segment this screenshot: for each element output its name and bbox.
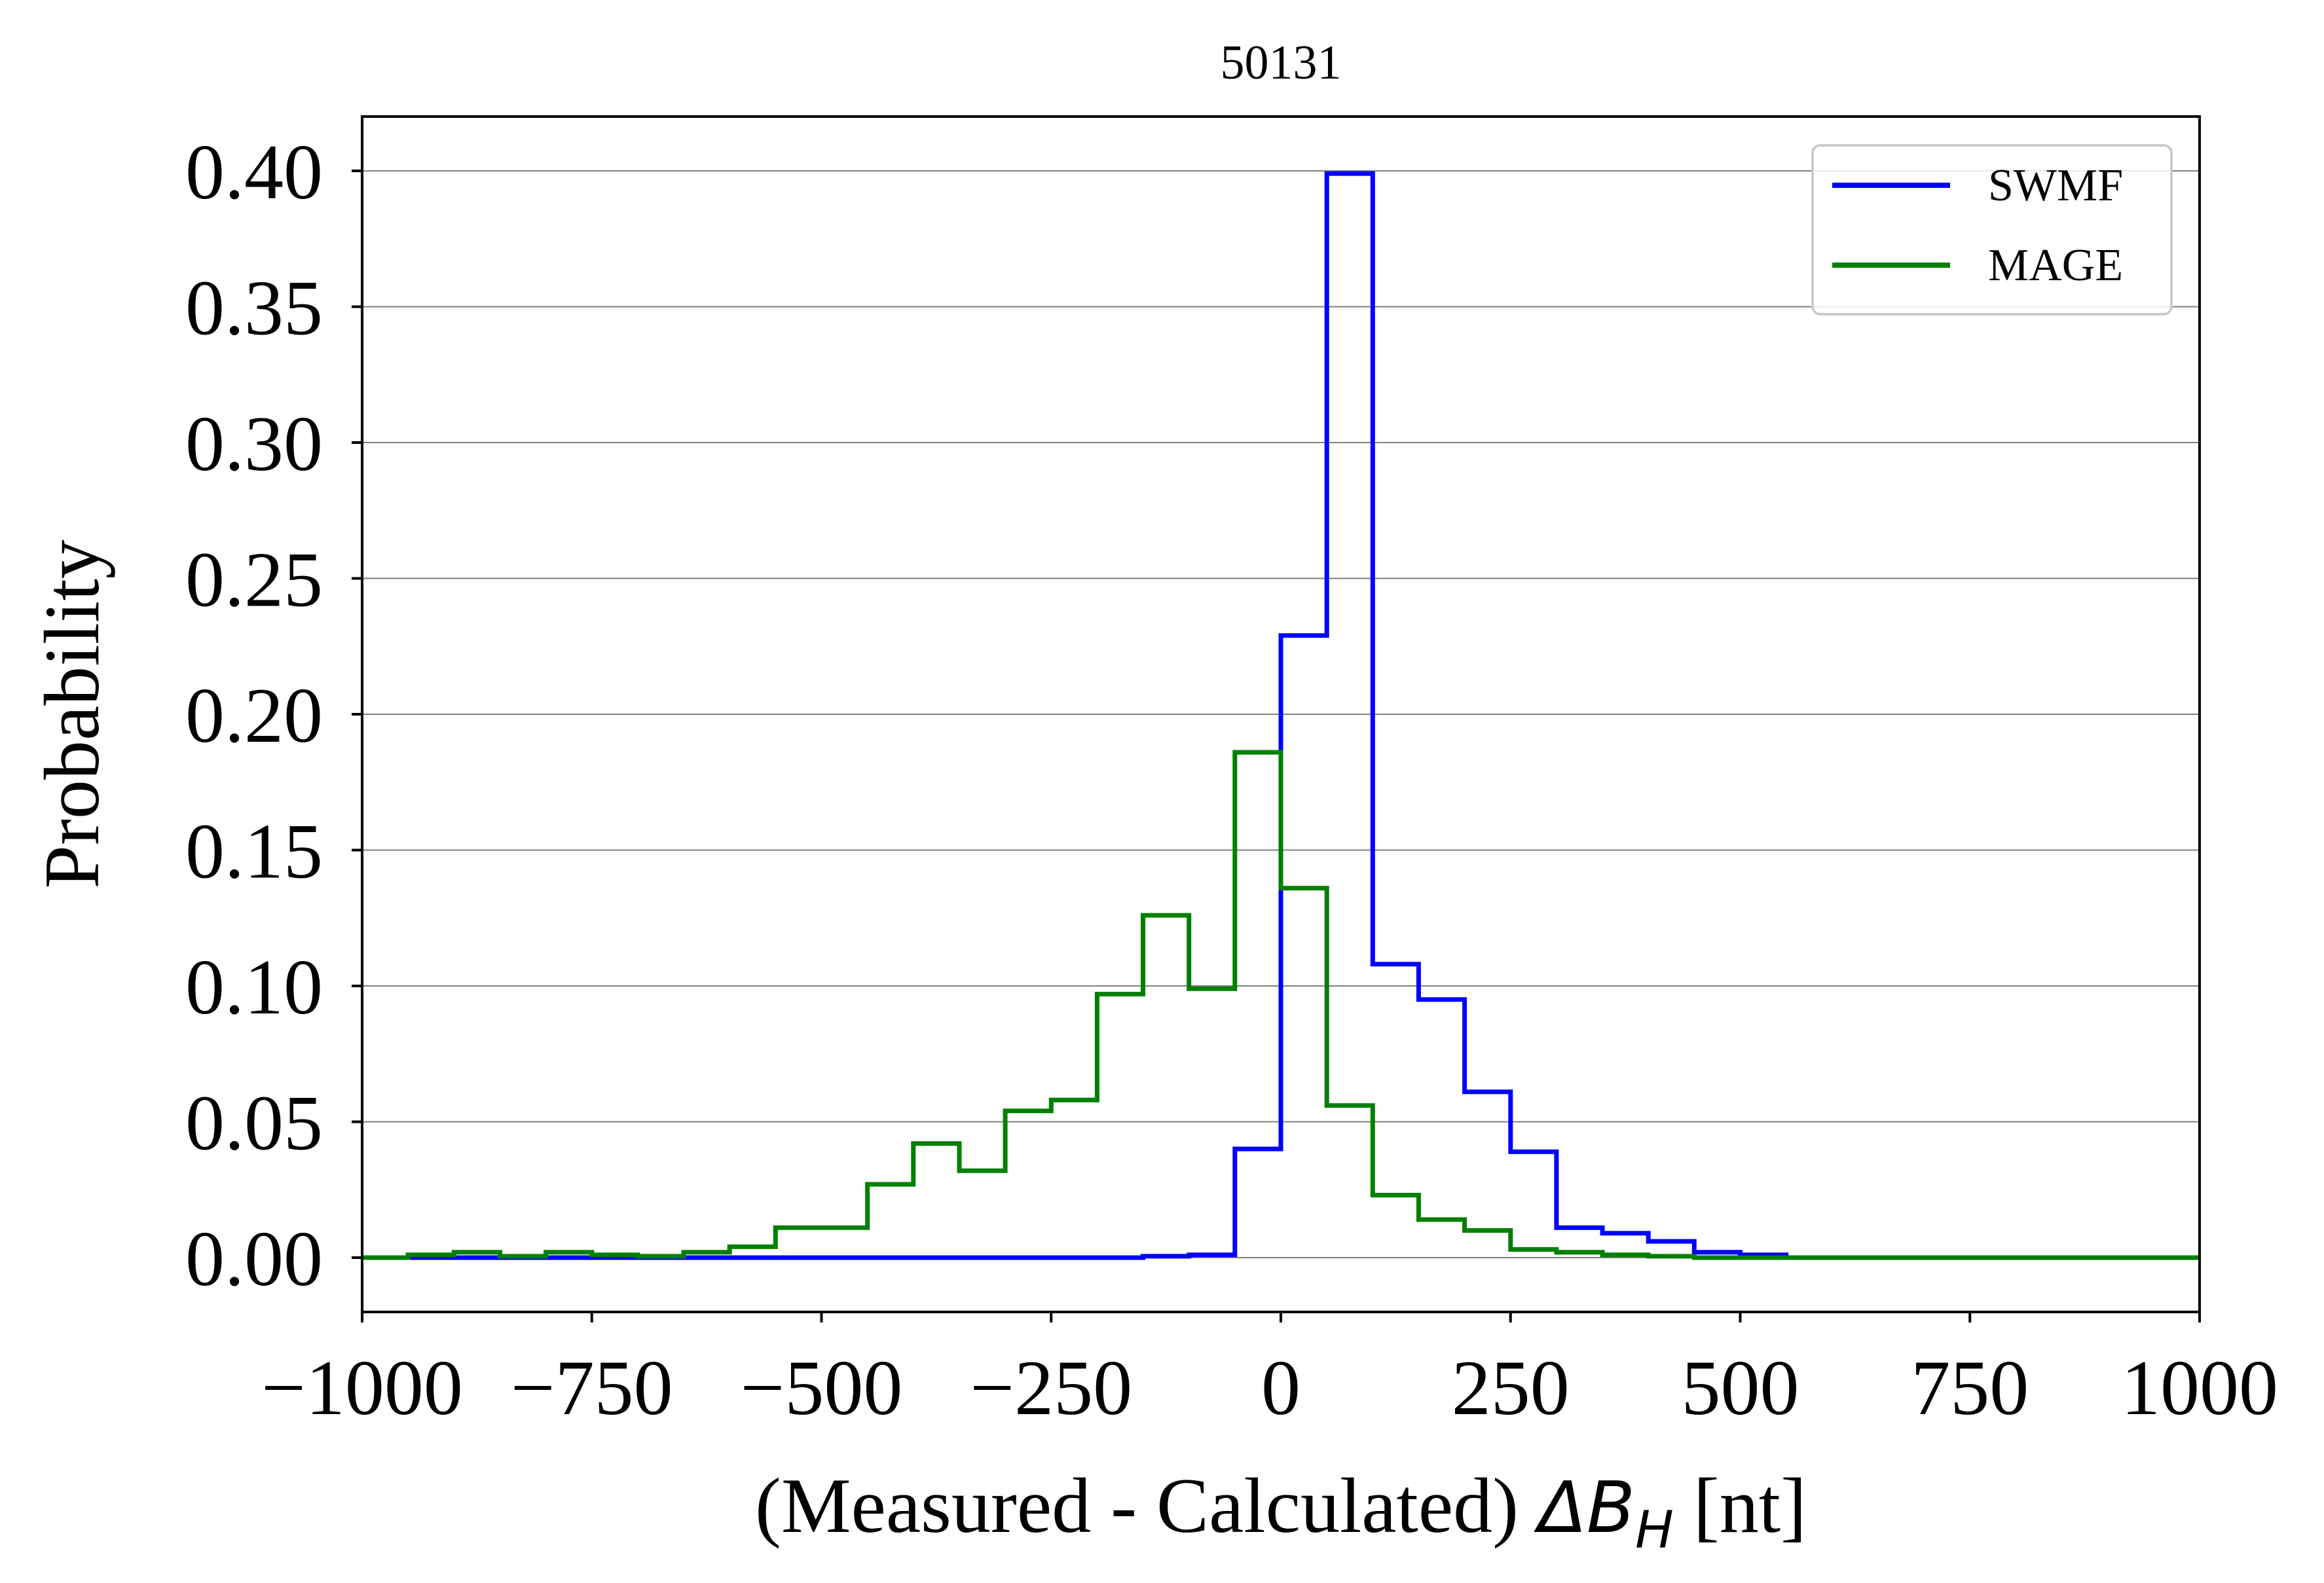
x-axis-label-subscript: H — [1635, 1501, 1674, 1560]
x-tick-label: 1000 — [2121, 1344, 2278, 1431]
x-tick-label: 0 — [1261, 1344, 1300, 1431]
legend-swmf-label: SWMF — [1988, 160, 2123, 211]
series-mage-line — [362, 750, 2200, 1260]
x-tick-label: −750 — [511, 1344, 673, 1431]
y-tick-label: 0.05 — [185, 1080, 323, 1167]
x-axis-label-suffix: [nt] — [1674, 1462, 1807, 1549]
legend-mage-label: MAGE — [1988, 240, 2123, 291]
x-tick-label: −500 — [741, 1344, 903, 1431]
x-axis-label-prefix: (Measured - Calculated) — [755, 1462, 1538, 1549]
x-tick-label: 250 — [1452, 1344, 1570, 1431]
x-axis-label: (Measured - Calculated) ΔBH [nt] — [755, 1462, 1807, 1560]
x-tick-label: −1000 — [261, 1344, 463, 1431]
y-tick-label: 0.35 — [185, 264, 323, 352]
y-tick-label: 0.00 — [185, 1215, 323, 1302]
y-tick-label: 0.20 — [185, 672, 323, 759]
y-tick-label: 0.40 — [185, 128, 323, 215]
x-axis-label-symbol: ΔB — [1534, 1467, 1635, 1549]
x-tick-label: −250 — [970, 1344, 1132, 1431]
y-axis-label: Probability — [28, 539, 115, 888]
chart-title: 50131 — [1221, 36, 1342, 90]
y-tick-label: 0.25 — [185, 536, 323, 623]
x-tick-label: 750 — [1911, 1344, 2029, 1431]
y-tick-label: 0.30 — [185, 400, 323, 487]
y-tick-label: 0.10 — [185, 943, 323, 1030]
x-tick-label: 500 — [1682, 1344, 1799, 1431]
series-layer — [362, 171, 2200, 1260]
y-tick-label: 0.15 — [185, 808, 323, 895]
legend: SWMF MAGE — [1811, 144, 2173, 316]
tick-layer: 0.00 0.05 0.10 0.15 0.20 0.25 0.30 0.35 0.40 −100… — [185, 128, 2278, 1431]
